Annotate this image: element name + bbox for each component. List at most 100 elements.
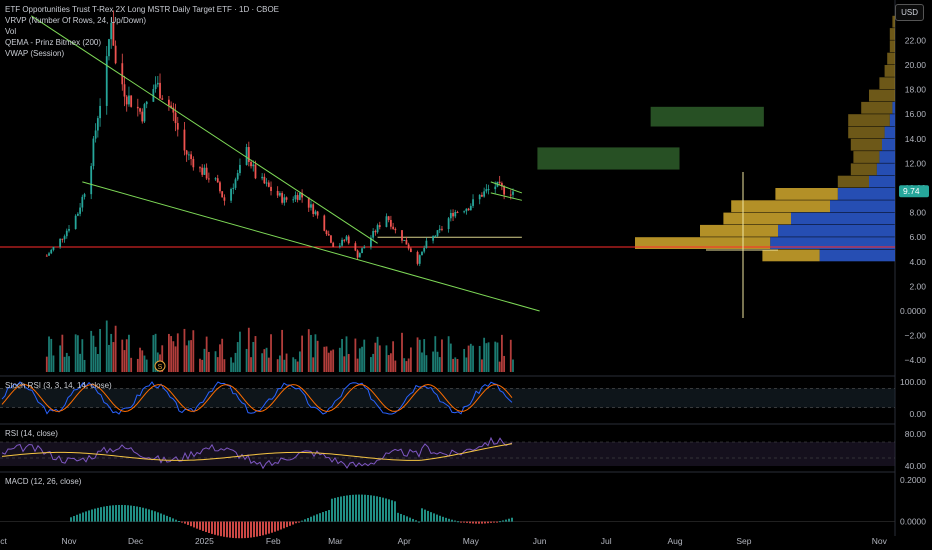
volume-bar bbox=[341, 338, 343, 372]
candle-body bbox=[501, 183, 503, 187]
volume-bar bbox=[449, 343, 452, 372]
candle-body bbox=[370, 237, 372, 247]
candle-body bbox=[159, 82, 161, 99]
candle-body bbox=[481, 194, 483, 197]
volume-bar bbox=[128, 334, 130, 372]
volume-bar bbox=[463, 348, 466, 372]
volume-bar bbox=[465, 357, 468, 372]
macd-histogram-bar bbox=[304, 519, 306, 522]
candle-body bbox=[141, 111, 144, 122]
indicator-qema[interactable]: QEMA - Prinz Bitmex (200) bbox=[5, 38, 102, 47]
volume-bar bbox=[421, 352, 423, 372]
volume-bar bbox=[447, 336, 450, 372]
macd-histogram-bar bbox=[208, 521, 210, 533]
candle-body bbox=[74, 215, 77, 229]
volume-bar bbox=[176, 333, 179, 372]
volume-bar bbox=[354, 338, 357, 372]
volume-bar bbox=[432, 351, 434, 372]
target-zone bbox=[537, 147, 680, 170]
candle-body bbox=[114, 45, 117, 64]
vrvp-up-bar bbox=[819, 249, 895, 262]
macd-histogram-bar bbox=[469, 521, 471, 524]
rsi-tick-label: 40.00 bbox=[905, 461, 927, 471]
volume-bar bbox=[496, 342, 499, 372]
rsi-label[interactable]: RSI (14, close) bbox=[5, 429, 58, 438]
volume-bar bbox=[94, 346, 97, 372]
candle-body bbox=[110, 22, 113, 40]
volume-bar bbox=[292, 357, 295, 372]
volume-bar bbox=[83, 359, 86, 372]
candle-body bbox=[139, 108, 141, 112]
macd-histogram-bar bbox=[478, 521, 480, 524]
x-axis-tick-label: Feb bbox=[266, 536, 281, 546]
y-axis-tick-label: 20.00 bbox=[905, 60, 927, 70]
candle-body bbox=[219, 182, 221, 192]
candle-body bbox=[441, 228, 443, 230]
macd-histogram-bar bbox=[298, 521, 300, 523]
volume-bar bbox=[390, 353, 392, 372]
volume-bar bbox=[172, 341, 175, 372]
volume-bar bbox=[192, 330, 195, 372]
volume-bar bbox=[294, 359, 297, 372]
macd-histogram-bar bbox=[88, 510, 90, 522]
macd-histogram-bar bbox=[277, 521, 279, 531]
macd-histogram-bar bbox=[256, 521, 258, 537]
y-axis-tick-label: 12.00 bbox=[905, 158, 927, 168]
macd-histogram-bar bbox=[328, 510, 330, 522]
y-axis-tick-label: 22.00 bbox=[905, 35, 927, 45]
volume-bar bbox=[232, 362, 235, 372]
volume-bar bbox=[343, 356, 346, 372]
y-axis-tick-label: −4.00 bbox=[904, 355, 926, 365]
macd-histogram-bar bbox=[472, 521, 474, 524]
volume-bar bbox=[323, 346, 326, 372]
candle-body bbox=[316, 211, 319, 216]
candle-body bbox=[392, 226, 395, 229]
macd-histogram-bar bbox=[295, 521, 297, 524]
macd-histogram-bar bbox=[361, 494, 363, 522]
chart-legend: ETF Opportunities Trust T-Rex 2X Long MS… bbox=[5, 4, 279, 59]
volume-bar bbox=[332, 349, 335, 372]
macd-histogram-bar bbox=[415, 520, 417, 522]
vrvp-down-bar bbox=[887, 52, 895, 65]
macd-histogram-bar bbox=[397, 512, 399, 522]
volume-bar bbox=[247, 327, 250, 372]
x-axis-tick-label: May bbox=[463, 536, 480, 546]
stoch-rsi-label[interactable]: Stoch RSI (3, 3, 14, 14, close) bbox=[5, 381, 112, 390]
macd-histogram-bar bbox=[484, 521, 486, 524]
candle-body bbox=[252, 164, 255, 167]
currency-button[interactable]: USD bbox=[895, 4, 924, 21]
volume-bar bbox=[270, 334, 272, 372]
candle-body bbox=[338, 245, 341, 248]
candle-body bbox=[341, 239, 343, 246]
macd-histogram-bar bbox=[97, 507, 99, 522]
indicator-vol[interactable]: Vol bbox=[5, 27, 17, 36]
macd-histogram-bar bbox=[355, 494, 357, 522]
volume-bar bbox=[347, 353, 350, 372]
candle-body bbox=[356, 250, 359, 258]
candle-body bbox=[125, 96, 128, 105]
volume-bar bbox=[234, 352, 237, 372]
candle-body bbox=[261, 176, 264, 179]
vrvp-up-bar bbox=[778, 224, 895, 237]
volume-bar bbox=[183, 328, 186, 372]
volume-bar bbox=[316, 340, 319, 372]
macd-histogram-bar bbox=[499, 521, 501, 523]
volume-bar bbox=[143, 355, 146, 372]
candle-body bbox=[347, 236, 350, 244]
macd-histogram-bar bbox=[502, 520, 504, 522]
candle-body bbox=[361, 248, 363, 254]
vrvp-down-bar bbox=[861, 101, 893, 114]
indicator-vrvp[interactable]: VRVP (Number Of Rows, 24, Up/Down) bbox=[5, 16, 147, 25]
macd-histogram-bar bbox=[340, 496, 342, 522]
candle-body bbox=[236, 173, 239, 180]
macd-histogram-bar bbox=[196, 521, 198, 529]
y-axis-tick-label: 14.00 bbox=[905, 134, 927, 144]
macd-label[interactable]: MACD (12, 26, close) bbox=[5, 477, 82, 486]
volume-bar bbox=[263, 349, 266, 372]
candle-body bbox=[432, 236, 434, 241]
indicator-vwap[interactable]: VWAP (Session) bbox=[5, 49, 65, 58]
vrvp-down-bar bbox=[731, 200, 830, 213]
macd-histogram-bar bbox=[406, 516, 408, 522]
candle-body bbox=[405, 239, 408, 245]
